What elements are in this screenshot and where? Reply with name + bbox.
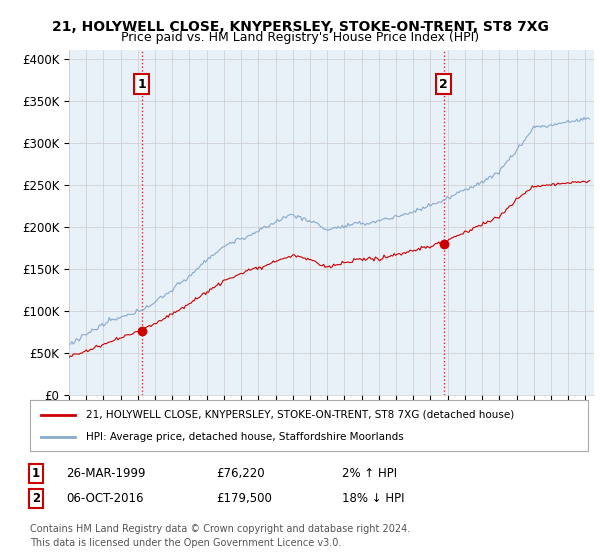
- Text: 2: 2: [439, 77, 448, 91]
- Text: £179,500: £179,500: [216, 492, 272, 505]
- Text: 26-MAR-1999: 26-MAR-1999: [66, 466, 146, 480]
- Text: 2% ↑ HPI: 2% ↑ HPI: [342, 466, 397, 480]
- Text: 1: 1: [137, 77, 146, 91]
- Text: £76,220: £76,220: [216, 466, 265, 480]
- Text: 1: 1: [32, 466, 40, 480]
- Text: Contains HM Land Registry data © Crown copyright and database right 2024.: Contains HM Land Registry data © Crown c…: [30, 524, 410, 534]
- Text: 06-OCT-2016: 06-OCT-2016: [66, 492, 143, 505]
- Text: 21, HOLYWELL CLOSE, KNYPERSLEY, STOKE-ON-TRENT, ST8 7XG: 21, HOLYWELL CLOSE, KNYPERSLEY, STOKE-ON…: [52, 20, 548, 34]
- Text: HPI: Average price, detached house, Staffordshire Moorlands: HPI: Average price, detached house, Staf…: [86, 432, 404, 442]
- Text: 2: 2: [32, 492, 40, 505]
- Text: Price paid vs. HM Land Registry's House Price Index (HPI): Price paid vs. HM Land Registry's House …: [121, 31, 479, 44]
- Text: 18% ↓ HPI: 18% ↓ HPI: [342, 492, 404, 505]
- Text: This data is licensed under the Open Government Licence v3.0.: This data is licensed under the Open Gov…: [30, 538, 341, 548]
- Text: 21, HOLYWELL CLOSE, KNYPERSLEY, STOKE-ON-TRENT, ST8 7XG (detached house): 21, HOLYWELL CLOSE, KNYPERSLEY, STOKE-ON…: [86, 409, 514, 419]
